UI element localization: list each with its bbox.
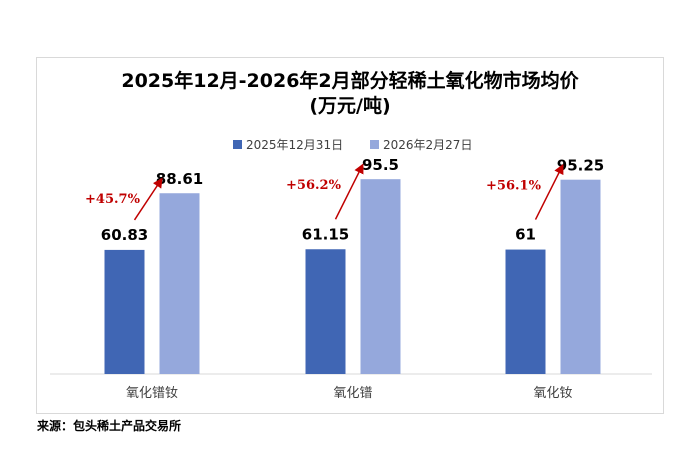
source-note: 来源：包头稀土产品交易所 — [37, 419, 182, 433]
bar-1-feb27 — [159, 193, 200, 374]
value-label-2-dec31: 61.15 — [302, 225, 349, 243]
bar-3-dec31 — [505, 249, 546, 374]
change-arrow-2 — [334, 163, 364, 220]
chart-title-line2: (万元/吨) — [309, 94, 390, 117]
legend: 2025年12月31日 2026年2月27日 — [233, 138, 472, 152]
value-label-1-feb27: 88.61 — [156, 170, 203, 188]
legend-label-1: 2025年12月31日 — [246, 138, 343, 152]
legend-swatch-1 — [233, 140, 242, 149]
change-label-1: +45.7% — [85, 192, 141, 207]
chart-title-line1: 2025年12月-2026年2月部分轻稀土氧化物市场均价 — [121, 69, 579, 92]
change-arrow-3 — [534, 163, 564, 220]
category-label-2: 氧化镨 — [333, 386, 372, 401]
change-arrow-1 — [133, 177, 163, 221]
value-label-2-feb27: 95.5 — [362, 156, 399, 174]
bar-2-dec31 — [305, 249, 346, 374]
legend-label-2: 2026年2月27日 — [383, 138, 472, 152]
bar-1-dec31 — [104, 249, 145, 374]
value-label-3-feb27: 95.25 — [557, 157, 604, 175]
bar-3-feb27 — [560, 179, 601, 374]
category-label-1: 氧化镨钕 — [126, 385, 178, 401]
value-label-3-dec31: 61 — [515, 226, 536, 244]
legend-swatch-2 — [370, 140, 379, 149]
bar-2-feb27 — [360, 179, 401, 374]
chart-frame — [36, 57, 664, 414]
change-label-3: +56.1% — [486, 179, 542, 194]
category-label-3: 氧化钕 — [533, 385, 572, 401]
plot-area: 60.83 88.61 +45.7% 氧化镨钕 61.15 95.5 +56.2% 氧化镨 61… — [50, 156, 652, 401]
change-label-2: +56.2% — [286, 178, 342, 193]
value-label-1-dec31: 60.83 — [101, 226, 148, 244]
